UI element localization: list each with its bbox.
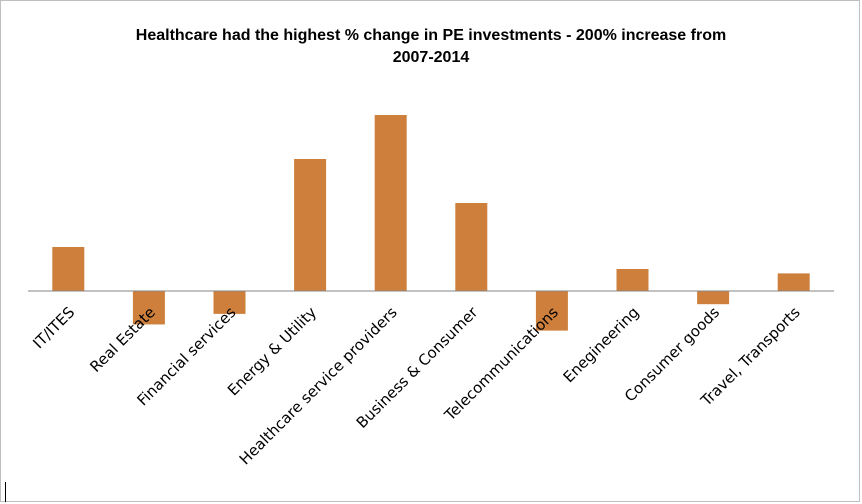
bar-0 <box>52 247 85 291</box>
bar-8 <box>697 291 730 305</box>
chart-title-line-1: Healthcare had the highest % change in P… <box>136 27 726 44</box>
bar-4 <box>374 115 407 291</box>
bar-9 <box>777 273 810 291</box>
category-label-4: Healthcare service providers <box>236 303 401 468</box>
bar-2 <box>213 291 246 314</box>
bar-6 <box>535 291 568 331</box>
bar-7 <box>616 269 649 291</box>
bar-3 <box>294 159 327 291</box>
chart-title-line-2: 2007-2014 <box>393 49 470 66</box>
bar-5 <box>455 203 488 291</box>
category-label-7: Enegineering <box>560 303 643 386</box>
category-label-0: IT/ITES <box>29 303 78 352</box>
edge-mark <box>5 482 6 502</box>
category-label-1: Real Estate <box>86 303 159 376</box>
bar-1 <box>132 291 165 325</box>
bars-group <box>52 115 810 331</box>
